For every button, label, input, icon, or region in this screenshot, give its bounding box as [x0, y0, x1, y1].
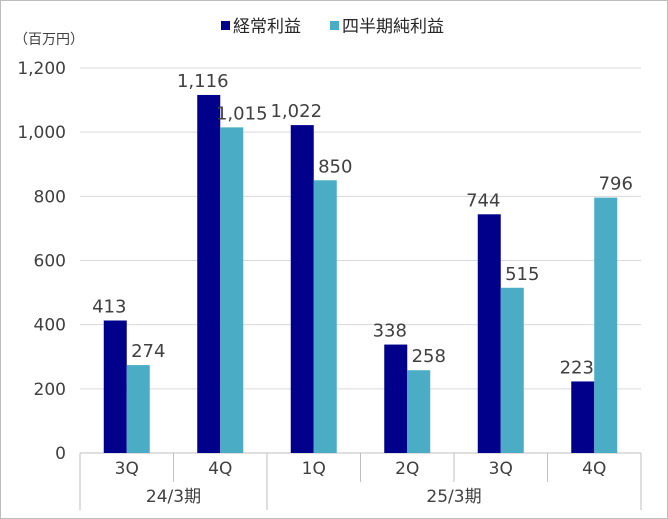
data-label: 274: [131, 341, 165, 362]
data-label: 1,015: [216, 103, 268, 124]
legend: 経常利益 四半期純利益: [221, 17, 444, 37]
bar-net-profit: [594, 197, 618, 453]
legend-entry: 四半期純利益: [342, 17, 444, 37]
y-axis-ticks: 0 200 400 600 800 1,000 1,200: [17, 59, 66, 464]
legend-swatch: [330, 21, 339, 30]
data-label: 413: [92, 296, 126, 317]
bar-net-profit: [407, 370, 431, 453]
y-tick-label: 0: [55, 444, 66, 464]
bar-net-profit: [220, 127, 244, 454]
x-tick-label: 4Q: [208, 459, 232, 479]
data-label: 850: [318, 156, 352, 177]
y-tick-label: 1,200: [17, 59, 66, 79]
legend-entry: 経常利益: [233, 17, 301, 37]
bar-ordinary-profit: [290, 125, 314, 453]
data-label: 1,022: [270, 101, 322, 122]
data-label: 258: [412, 346, 446, 367]
data-label: 338: [373, 321, 407, 342]
y-tick-label: 600: [34, 252, 66, 272]
y-tick-label: 200: [34, 380, 66, 400]
bar-net-profit: [126, 365, 150, 453]
data-label: 796: [599, 174, 633, 195]
x-tick-label: 2Q: [395, 459, 419, 479]
group-label: 25/3期: [426, 487, 481, 507]
bar-ordinary-profit: [384, 344, 408, 453]
x-tick-label: 1Q: [302, 459, 326, 479]
x-axis: 3Q 4Q 1Q 2Q 3Q 4Q 24/3期 25/3期: [79, 453, 642, 510]
group-label: 24/3期: [146, 487, 201, 507]
y-tick-label: 800: [34, 187, 66, 207]
data-label: 515: [505, 264, 539, 285]
bar-ordinary-profit: [571, 381, 595, 453]
unit-label: （百万円）: [14, 32, 84, 48]
data-label: 1,116: [177, 71, 229, 92]
bar-ordinary-profit: [103, 320, 127, 453]
bars: [103, 94, 618, 454]
data-label: 744: [466, 190, 500, 211]
x-tick-label: 4Q: [582, 459, 606, 479]
legend-swatch: [221, 21, 230, 30]
gridlines: [80, 67, 641, 454]
y-tick-label: 1,000: [17, 123, 66, 143]
bar-net-profit: [313, 180, 337, 453]
bar-ordinary-profit: [197, 94, 221, 453]
bar-net-profit: [500, 287, 524, 453]
bar-ordinary-profit: [477, 214, 501, 453]
data-label: 223: [560, 357, 594, 378]
x-tick-label: 3Q: [489, 459, 513, 479]
x-tick-label: 3Q: [115, 459, 139, 479]
y-tick-label: 400: [34, 316, 66, 336]
